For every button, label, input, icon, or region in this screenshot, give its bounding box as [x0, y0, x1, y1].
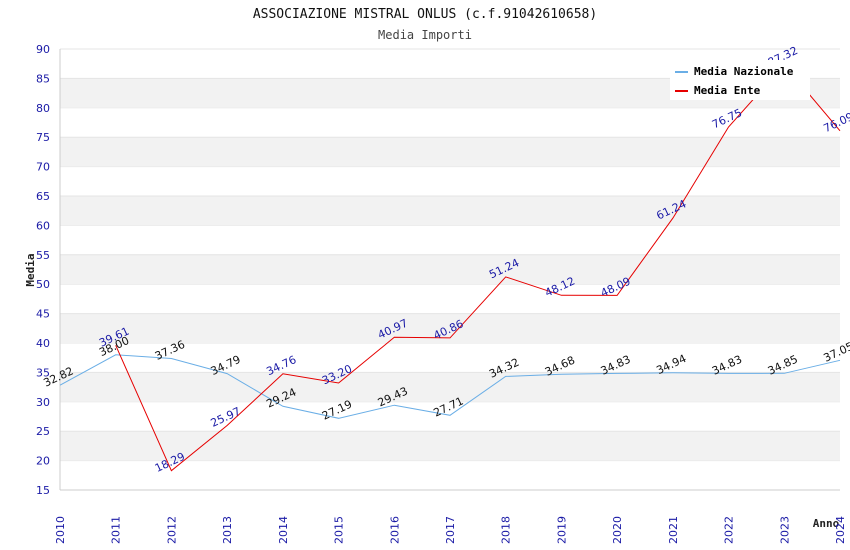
- y-tick-label: 20: [36, 455, 50, 468]
- x-tick-label: 2016: [388, 516, 401, 544]
- x-tick-label: 2010: [54, 516, 67, 544]
- y-tick-label: 50: [36, 278, 50, 291]
- series-lines: [59, 64, 841, 472]
- y-tick-label: 80: [36, 102, 50, 115]
- x-tick-label: 2011: [110, 516, 123, 544]
- series-line-media-nazionale: [59, 354, 841, 419]
- y-tick-label: 70: [36, 161, 50, 174]
- background-band: [60, 254, 840, 285]
- y-axis-label: Media: [24, 253, 37, 286]
- x-tick-label: 2024: [834, 516, 847, 544]
- y-tick-label: 85: [36, 72, 50, 85]
- y-tick-label: 65: [36, 190, 50, 203]
- x-tick-label: 2012: [165, 516, 178, 544]
- y-tick-label: 55: [36, 249, 50, 262]
- background-bands: [60, 48, 840, 462]
- legend-box: [670, 60, 810, 100]
- y-tick-label: 30: [36, 396, 50, 409]
- y-tick-label: 75: [36, 131, 50, 144]
- data-label-media-ente: 76.75: [710, 106, 744, 131]
- background-band: [60, 372, 840, 402]
- y-tick-label: 25: [36, 425, 50, 438]
- y-tick-labels: 15 20 25 30 35 40 45 50 55 60 65 70 75 80 85 90: [36, 43, 50, 497]
- y-tick-label: 60: [36, 219, 50, 232]
- background-band: [60, 196, 840, 226]
- chart-title: ASSOCIAZIONE MISTRAL ONLUS (c.f.91042610…: [253, 7, 597, 22]
- x-tick-labels: 2010 2011 2012 2013 2014 2015 2016 2017 2018 2019…: [54, 516, 847, 544]
- x-tick-label: 2015: [333, 516, 346, 544]
- x-tick-label: 2021: [667, 516, 680, 544]
- x-tick-label: 2014: [277, 516, 290, 544]
- y-tick-label: 40: [36, 337, 50, 350]
- x-tick-label: 2022: [723, 516, 736, 544]
- x-tick-label: 2018: [500, 516, 513, 544]
- legend-label-media-nazionale: Media Nazionale: [694, 65, 794, 78]
- series-line-media-ente: [115, 64, 841, 472]
- legend-label-media-ente: Media Ente: [694, 84, 761, 97]
- y-tick-label: 15: [36, 484, 50, 497]
- x-tick-label: 2023: [778, 516, 791, 544]
- background-band: [60, 137, 840, 167]
- y-tick-label: 35: [36, 366, 50, 379]
- chart-subtitle: Media Importi: [378, 28, 472, 42]
- y-tick-label: 45: [36, 308, 50, 321]
- legend: Media Nazionale Media Ente: [670, 60, 810, 100]
- x-tick-label: 2019: [555, 516, 568, 544]
- x-axis-label: Anno: [813, 517, 840, 530]
- x-tick-label: 2020: [611, 516, 624, 544]
- x-tick-label: 2017: [444, 516, 457, 544]
- axes: [59, 49, 840, 491]
- x-tick-label: 2013: [221, 516, 234, 544]
- y-tick-label: 90: [36, 43, 50, 56]
